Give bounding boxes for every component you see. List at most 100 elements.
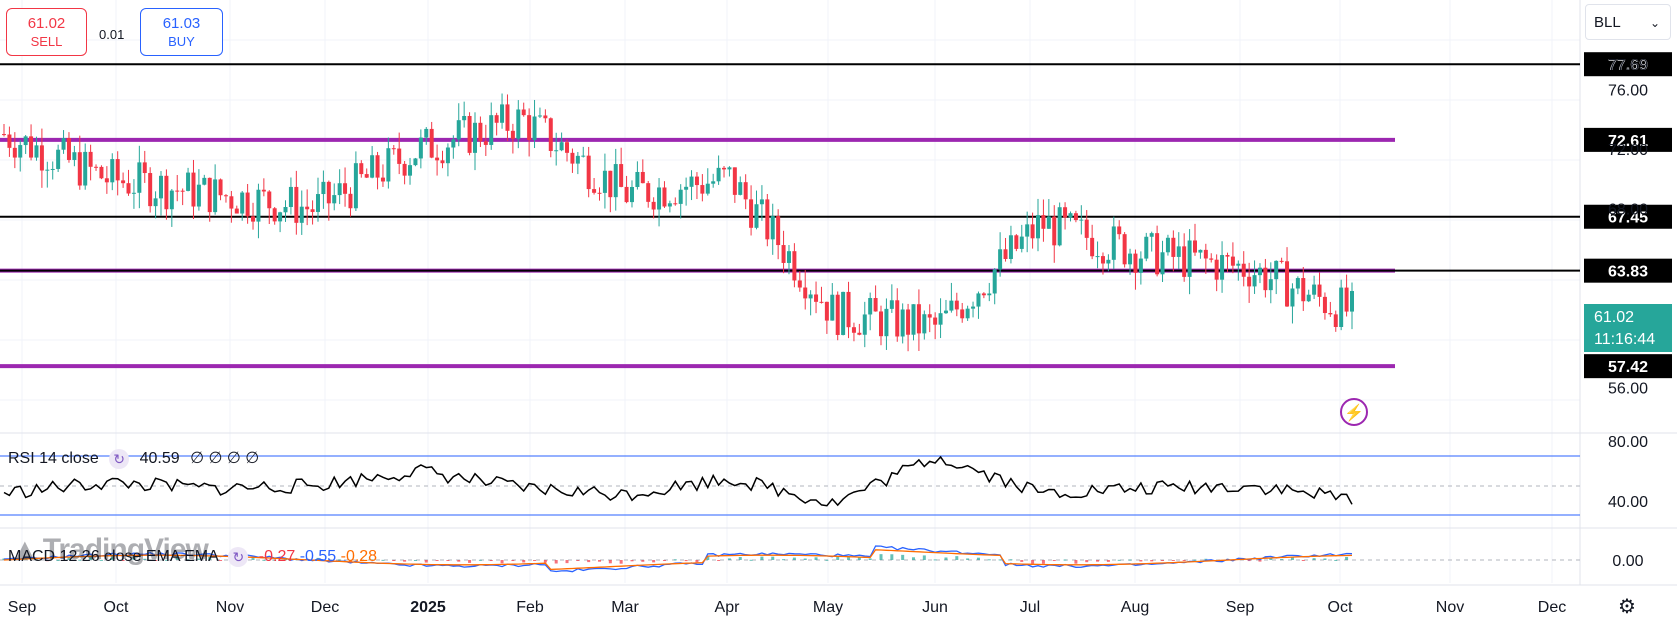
candle-body: [348, 193, 353, 209]
candle-body: [148, 173, 153, 207]
candle-body: [824, 301, 829, 321]
time-axis-label: Sep: [8, 599, 37, 616]
macd-legend[interactable]: MACD 12 26 close EMA EMA ↻ -0.27 -0.55 -…: [8, 547, 377, 567]
macd-histogram-bar: [284, 559, 288, 561]
candle-body: [321, 181, 326, 195]
candle-body: [1230, 256, 1235, 266]
candle-body: [1165, 237, 1170, 253]
candle-body: [651, 201, 656, 210]
refresh-icon[interactable]: ↻: [109, 448, 130, 469]
candle-body: [218, 179, 223, 196]
candle-body: [911, 304, 916, 335]
macd-histogram-bar: [1041, 560, 1045, 564]
time-axis-label: Sep: [1226, 599, 1255, 616]
macd-histogram-bar: [1193, 559, 1197, 561]
candle-body: [1295, 278, 1300, 289]
candle-body: [608, 170, 613, 198]
candle-body: [1095, 256, 1100, 258]
buy-button[interactable]: 61.03 BUY: [140, 8, 223, 56]
macd-line-value: -0.55: [299, 548, 337, 566]
candle-body: [88, 151, 93, 167]
macd-histogram-bar: [598, 560, 602, 562]
candle-body: [1030, 224, 1035, 239]
candle-body: [278, 212, 283, 222]
macd-histogram-bar: [56, 559, 60, 561]
level-price-tag: [1584, 354, 1672, 379]
candle-body: [1117, 226, 1122, 235]
candle-body: [916, 304, 921, 334]
macd-histogram-bar: [1074, 560, 1078, 564]
candle-body: [570, 152, 575, 164]
candle-body: [965, 308, 970, 319]
candle-body: [657, 187, 662, 210]
macd-histogram-bar: [2, 558, 6, 560]
candle-body: [835, 294, 840, 335]
macd-histogram-bar: [955, 556, 959, 560]
candle-body: [137, 162, 142, 193]
candle-body: [1160, 252, 1165, 275]
settings-icon[interactable]: ⚙: [1618, 596, 1636, 618]
candle-body: [1068, 213, 1073, 218]
candle-body: [1252, 275, 1257, 287]
candle-body: [196, 184, 201, 207]
candle-body: [1312, 284, 1317, 295]
candle-body: [722, 167, 727, 170]
macd-histogram-bar: [1312, 558, 1316, 560]
candle-body: [245, 192, 250, 217]
macd-histogram-bar: [273, 559, 277, 561]
candle-body: [954, 300, 959, 310]
macd-histogram-bar: [359, 560, 363, 561]
time-axis-label: May: [813, 599, 843, 616]
candle-body: [1257, 267, 1262, 276]
candle-body: [646, 183, 651, 202]
candle-body: [992, 269, 997, 294]
last-price-tag: 61.02 11:16:44: [1584, 304, 1672, 352]
macd-histogram-bar: [717, 560, 721, 561]
candle-body: [738, 182, 743, 195]
candle-body: [1090, 237, 1095, 257]
sell-button[interactable]: 61.02 SELL: [6, 8, 87, 56]
macd-histogram-bar: [619, 560, 623, 564]
candle-body: [1339, 287, 1344, 327]
refresh-icon[interactable]: ↻: [228, 547, 249, 567]
candle-body: [180, 190, 185, 192]
macd-histogram-bar: [1085, 560, 1089, 563]
candle-body: [39, 145, 44, 171]
candle-body: [1236, 263, 1241, 266]
candle-body: [770, 216, 775, 240]
macd-histogram-bar: [1063, 559, 1067, 561]
candle-body: [72, 152, 77, 160]
rsi-extras: ∅ ∅ ∅ ∅: [190, 450, 260, 467]
candle-body: [1268, 279, 1273, 291]
candle-body: [1290, 288, 1295, 307]
candle-body: [402, 163, 407, 176]
macd-histogram-bar: [533, 560, 537, 561]
candle-body: [1285, 261, 1290, 307]
candle-body: [565, 142, 570, 153]
rsi-legend[interactable]: RSI 14 close ↻ 40.59 ∅ ∅ ∅ ∅: [8, 448, 259, 469]
macd-histogram-bar: [1258, 560, 1262, 562]
candle-body: [900, 309, 905, 337]
candle-body: [1063, 207, 1068, 218]
candle-body: [332, 195, 337, 204]
sell-price: 61.02: [27, 15, 66, 32]
time-axis-label: Apr: [715, 599, 741, 616]
lightning-icon[interactable]: ⚡: [1340, 398, 1368, 426]
candle-body: [272, 208, 277, 222]
candle-body: [397, 148, 402, 164]
candle-body: [830, 294, 835, 321]
macd-histogram-bar: [587, 560, 591, 563]
macd-histogram-bar: [652, 560, 656, 563]
macd-histogram-bar: [1161, 560, 1165, 561]
candle-body: [510, 130, 515, 139]
macd-histogram-bar: [34, 559, 38, 561]
macd-histogram-bar: [132, 556, 136, 560]
candle-body: [391, 148, 396, 150]
candle-body: [1274, 260, 1279, 280]
macd-histogram-bar: [922, 555, 926, 560]
candle-body: [862, 314, 867, 335]
symbol-selector[interactable]: BLL ⌄: [1585, 4, 1671, 40]
macd-axis-tick: 0.00: [1612, 553, 1643, 570]
